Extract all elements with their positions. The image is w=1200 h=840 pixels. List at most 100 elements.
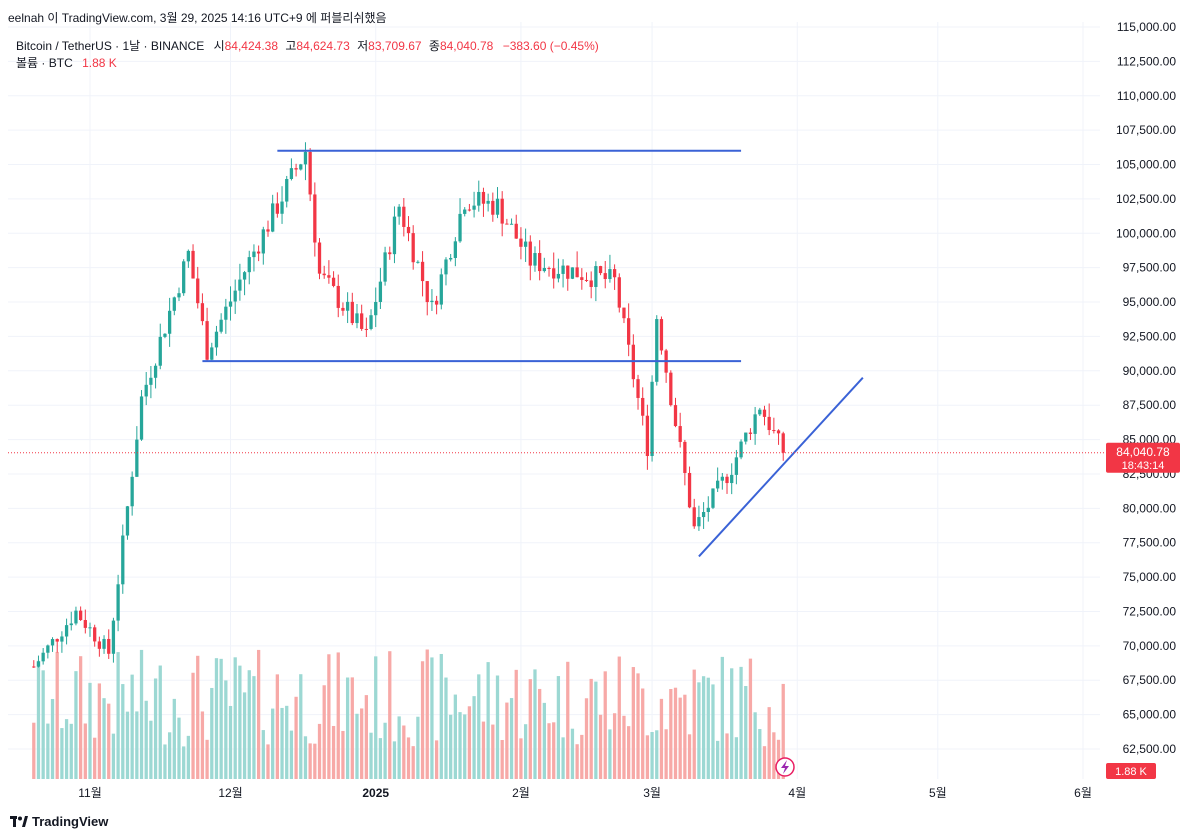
volume-label[interactable]: 볼륨 · BTC	[16, 56, 73, 70]
candle-body	[701, 512, 706, 518]
price-axis[interactable]: 62,500.00 65,000.00 67,500.00 70,000.00 72,5…	[1106, 20, 1180, 779]
candle-body	[453, 241, 457, 258]
y-tick-label: 80,000.00	[1123, 501, 1177, 515]
volume-bar	[299, 674, 303, 779]
volume-bar	[463, 714, 467, 779]
volume-bar	[247, 670, 251, 779]
volume-bar	[617, 656, 621, 779]
candle-body	[322, 273, 326, 276]
candle-body	[439, 274, 443, 305]
candle-body	[275, 203, 279, 214]
candle-body	[177, 293, 181, 298]
candle-body	[753, 414, 757, 434]
candle-body	[36, 661, 41, 667]
candle-body	[317, 242, 322, 274]
volume-bar	[242, 692, 247, 779]
candle-body	[561, 265, 565, 274]
candle-body	[725, 476, 729, 484]
candle-body	[196, 278, 200, 304]
candle-body	[78, 610, 83, 621]
candle-body	[32, 666, 36, 668]
candle-body	[406, 226, 411, 234]
candle-body	[378, 281, 383, 302]
candle-body	[60, 636, 64, 642]
volume-bar	[238, 665, 242, 779]
volume-bar	[355, 713, 359, 779]
candle-body	[116, 584, 120, 621]
candle-body	[392, 216, 397, 255]
volume-bar	[523, 724, 528, 779]
volume-bar	[720, 656, 724, 779]
time-axis[interactable]: 11월 12월 2025 2월 3월 4월 5월 6월	[78, 786, 1092, 800]
tradingview-logo[interactable]: TradingView	[10, 814, 108, 829]
candle-body	[256, 251, 261, 254]
candle-body	[641, 397, 645, 416]
volume-bar	[219, 658, 223, 779]
volume-bar	[739, 666, 743, 779]
candle-body	[458, 213, 462, 242]
volume-bar	[111, 733, 116, 779]
candle-body	[144, 384, 148, 397]
candle-body	[402, 206, 406, 227]
candle-body	[734, 457, 739, 475]
volume-bar	[556, 676, 561, 779]
volume-bar	[561, 737, 565, 779]
lightning-icon	[775, 757, 795, 777]
volume-bar	[139, 649, 144, 779]
volume-bar	[767, 707, 771, 779]
y-tick-label: 110,000.00	[1117, 89, 1176, 103]
last-price-tag	[1106, 442, 1180, 473]
candle-body	[224, 306, 228, 320]
candle-body	[266, 229, 270, 232]
volume-bar	[669, 689, 673, 779]
volume-bar	[341, 730, 345, 779]
candle-body	[669, 372, 673, 406]
volume-bar	[697, 682, 701, 779]
candle-body	[697, 517, 701, 527]
candle-body	[238, 279, 242, 291]
low-value: 83,709.67	[368, 39, 422, 53]
volume-bar	[552, 722, 556, 779]
candle-body	[55, 639, 59, 642]
volume-bar	[589, 678, 593, 779]
volume-bar	[701, 676, 706, 779]
y-tick-label: 95,000.00	[1123, 295, 1177, 309]
volume-bar	[505, 702, 509, 779]
volume-bar	[392, 741, 397, 779]
volume-bar	[83, 723, 87, 779]
candle-body	[355, 313, 359, 324]
candle-body	[538, 253, 542, 272]
candle-body	[650, 381, 654, 457]
volume-bar	[116, 652, 120, 779]
volume-bar	[144, 700, 148, 779]
candle-body	[505, 223, 509, 225]
volume-bar	[467, 706, 472, 779]
candle-body	[313, 194, 317, 243]
candle-body	[434, 300, 439, 305]
volume-bar	[762, 746, 767, 779]
volume-bar	[711, 684, 715, 779]
volume-bar	[477, 674, 481, 779]
volume-bar	[542, 702, 546, 779]
candle-body	[425, 281, 429, 303]
volume-bars	[32, 649, 785, 779]
volume-bar	[776, 739, 781, 779]
volume-bar	[486, 662, 490, 779]
chart-grid	[8, 22, 1100, 779]
volume-bar	[378, 738, 383, 779]
volume-bar	[331, 725, 336, 779]
volume-bar	[69, 723, 73, 779]
volume-bar	[411, 746, 415, 779]
x-tick-label: 12월	[218, 786, 242, 800]
symbol-name[interactable]: Bitcoin / TetherUS · 1날 · BINANCE	[16, 39, 205, 53]
candle-body	[200, 303, 205, 322]
x-tick-label: 4월	[788, 786, 806, 800]
candle-body	[463, 209, 467, 214]
volume-bar	[36, 660, 41, 779]
candle-body	[495, 198, 500, 215]
volume-bar	[580, 734, 584, 779]
candle-body	[191, 250, 195, 279]
candle-body	[739, 441, 743, 458]
high-label: 고	[285, 39, 297, 53]
